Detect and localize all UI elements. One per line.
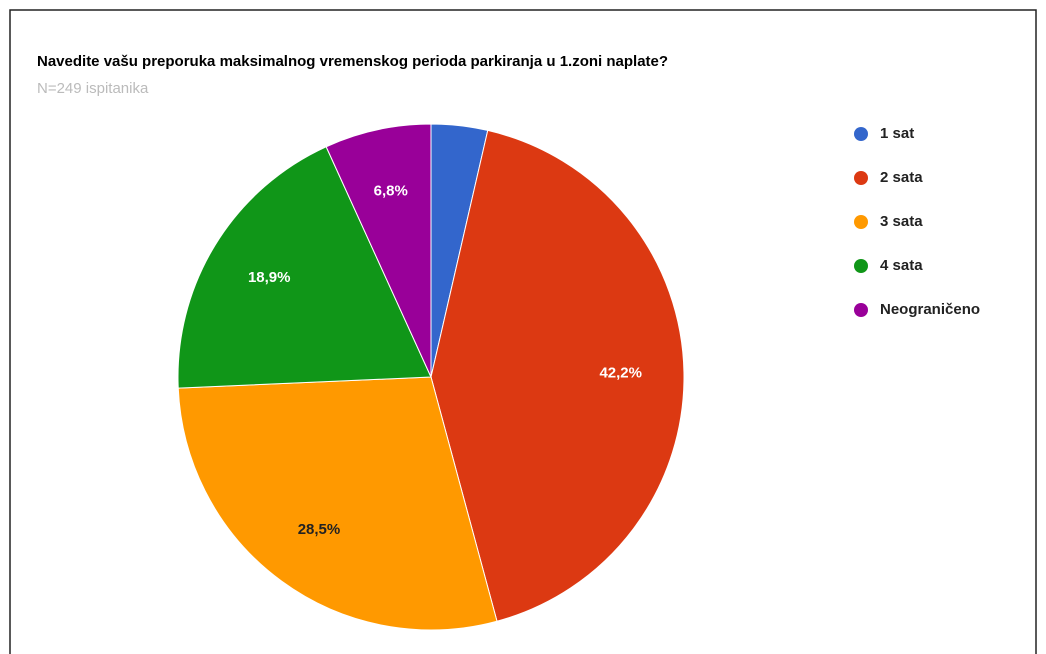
legend-swatch [854,303,868,317]
chart-subtitle: N=249 ispitanika [37,80,149,97]
legend-swatch [854,215,868,229]
pie-slice [430,129,685,622]
chart-title: Navedite vašu preporuka maksimalnog vrem… [37,53,668,70]
legend-label: 2 sata [880,169,923,186]
slice-label: 42,2% [599,364,642,381]
legend-label: Neograničeno [880,301,980,318]
slice-label: 18,9% [248,269,291,286]
legend-label: 1 sat [880,125,914,142]
slice-label: 6,8% [374,183,408,200]
pie-slice [177,376,498,631]
legend-swatch [854,127,868,141]
pie-slice [177,146,432,389]
legend-label: 3 sata [880,213,923,230]
slice-label: 28,5% [298,521,341,538]
legend-label: 4 sata [880,257,923,274]
legend-swatch [854,171,868,185]
pie-slice [325,123,432,378]
legend-swatch [854,259,868,273]
